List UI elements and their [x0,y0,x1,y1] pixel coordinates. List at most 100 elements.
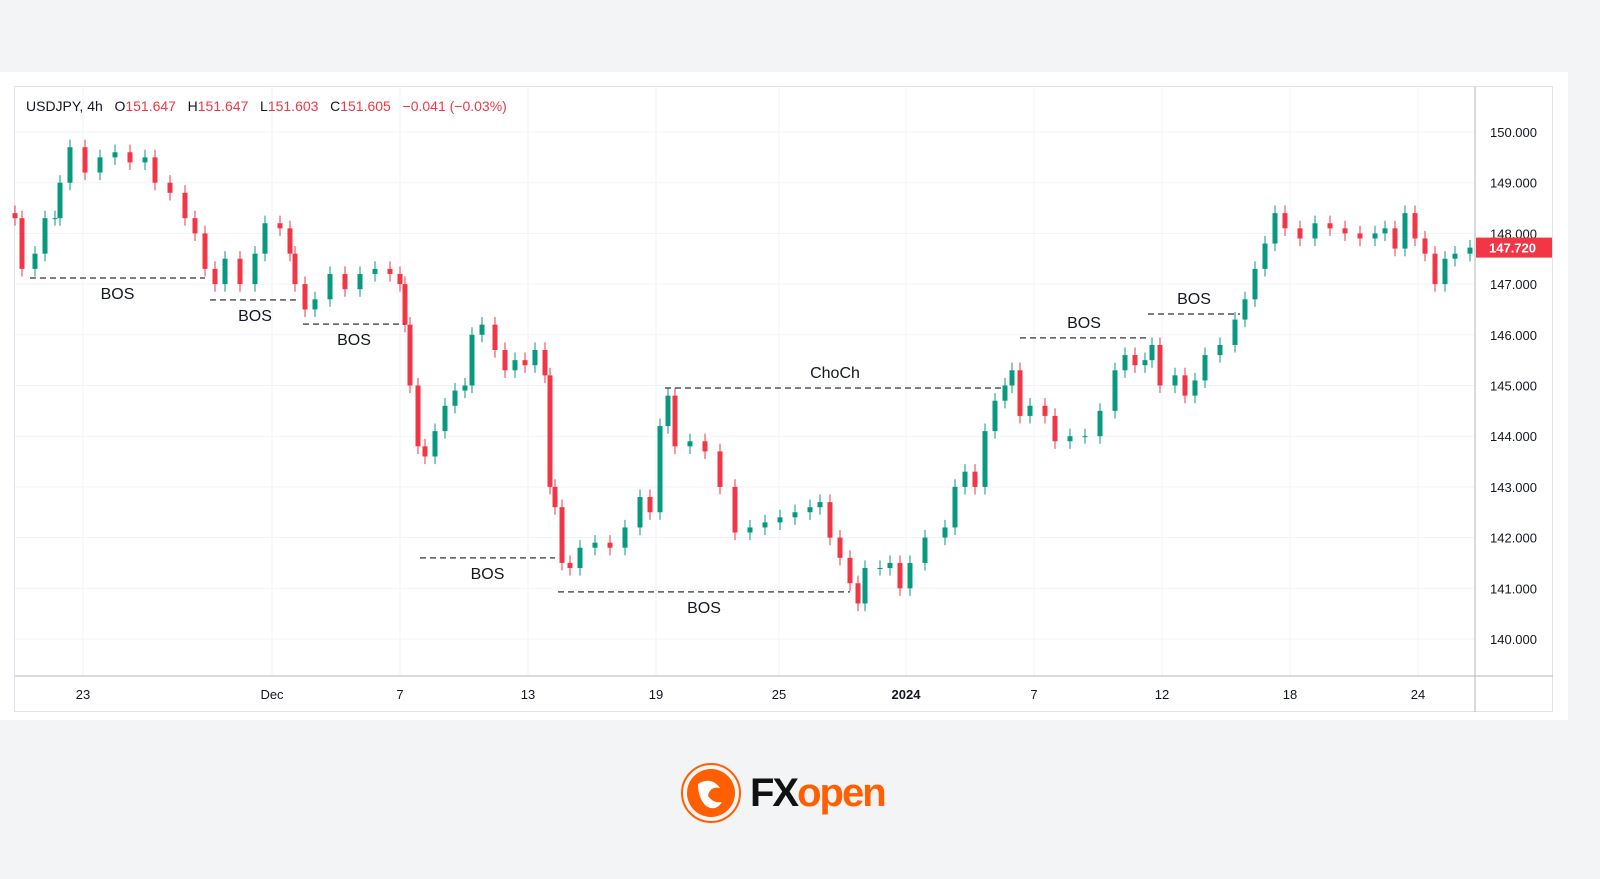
candle-up [32,253,38,269]
candle-down [277,223,283,229]
candle-up [432,431,438,457]
x-tick-label: 12 [1155,687,1169,702]
candle-up [372,268,378,274]
candle-up [327,273,333,300]
y-tick-label: 145.000 [1490,379,1537,394]
candle-down [837,537,843,558]
candle-down [897,562,903,589]
candle-down [522,360,528,366]
candle-up [1192,380,1198,396]
x-tick-label: 2024 [892,687,922,702]
candle-up [862,568,868,604]
bos-label: BOS [1067,315,1101,332]
candle-down [1422,238,1428,254]
x-tick-label: 23 [76,687,90,702]
candle-up [479,324,485,335]
close-value: 151.605 [340,98,391,114]
candle-up [592,542,598,548]
candle-down [182,192,188,219]
candle-up [1009,370,1015,386]
candle-up [1452,253,1458,259]
candle-up [312,299,318,310]
candle-down [1017,370,1023,416]
bos-label: BOS [101,286,135,303]
x-tick-label: 25 [772,687,786,702]
candle-up [57,182,63,219]
candle-up [982,431,988,487]
x-tick-label: 19 [649,687,663,702]
candle-up [532,350,538,366]
candle-up [1467,247,1473,254]
candle-up [1172,375,1178,386]
candle-down [19,218,25,269]
bos-label: BOS [687,600,721,617]
candle-down [1182,375,1188,396]
ohlc-legend: USDJPY, 4h O151.647 H151.647 L151.603 C1… [26,98,507,114]
candle-down [552,486,558,508]
candle-up [992,400,998,432]
logo-wordmark: FXopen [750,770,887,815]
bos-label: BOS [238,308,272,325]
candle-down [152,157,158,183]
candle-up [42,218,48,254]
candle-up [942,527,948,538]
candle-up [469,334,475,386]
candle-down [702,441,708,452]
candle-down [1157,344,1163,386]
candle-up [1402,213,1408,249]
last-price-badge [1476,237,1552,258]
x-tick-label: 7 [1030,687,1037,702]
bos-label: BOS [471,566,505,583]
candle-down [342,273,348,290]
y-tick-label: 146.000 [1490,328,1537,343]
x-tick-label: Dec [260,687,284,702]
candle-down [647,497,653,513]
low-value: 151.603 [267,98,319,114]
candle-up [1372,233,1378,239]
candle-down [1297,228,1303,239]
candle-up [462,385,468,391]
candle-down [847,557,853,584]
candle-down [12,213,18,219]
x-tick-label: 7 [396,687,403,702]
candle-up [747,527,753,533]
candle-down [127,152,133,163]
bull-emblem-icon [681,763,741,823]
candle-up [1242,299,1248,320]
candle-down [287,228,293,254]
candle-up [877,568,883,570]
candle-up [665,395,671,427]
choch-label: ChoCh [810,365,860,382]
change-value: −0.041 (−0.03%) [402,98,507,114]
open-label: O [114,98,126,114]
candle-up [222,258,228,285]
candle-up [687,441,693,447]
candle-down [402,284,408,325]
candle-down [387,268,393,274]
low-label: L [260,98,268,114]
candle-up [1142,360,1148,366]
y-tick-label: 149.000 [1490,176,1537,191]
candle-up [1252,268,1258,300]
candle-up [1027,405,1033,416]
candle-down [542,350,548,376]
candle-up [1082,436,1088,438]
candle-up [1262,243,1268,269]
close-label: C [330,98,341,114]
x-tick-label: 24 [1411,687,1425,702]
candle-down [1432,253,1438,285]
candle-up [1097,410,1103,437]
candle-down [1357,233,1363,239]
candle-up [1067,436,1073,442]
candle-up [637,497,643,528]
candle-up [357,273,363,290]
candle-down [422,446,428,457]
candle-down [855,583,861,604]
candle-down [415,385,421,447]
candle-down [302,284,308,310]
last-price-label: 147.720 [1489,241,1536,256]
candle-down [1052,415,1058,442]
candle-down [717,451,723,487]
x-tick-label: 13 [521,687,535,702]
